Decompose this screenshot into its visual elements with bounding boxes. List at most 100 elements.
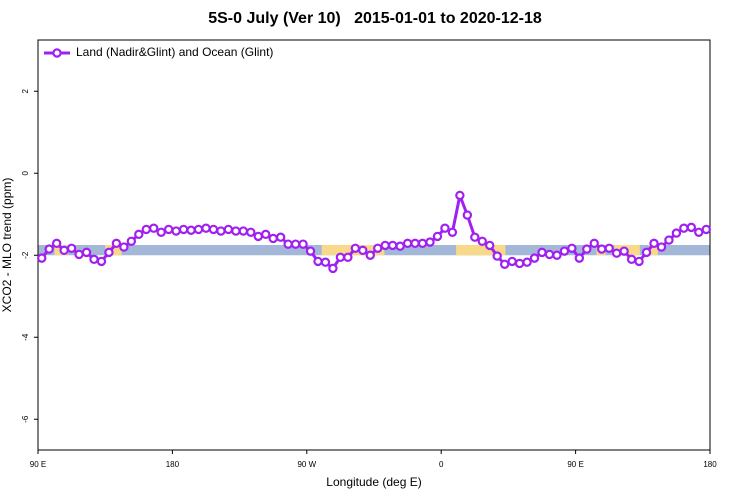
legend-marker	[52, 48, 62, 58]
series-point	[201, 223, 211, 233]
series-point	[529, 253, 540, 263]
series-point	[37, 253, 47, 263]
series-point	[141, 224, 151, 235]
series-point	[470, 232, 480, 242]
series-point	[290, 239, 301, 249]
series-point	[96, 256, 107, 267]
series-point	[425, 237, 435, 247]
series-point	[193, 224, 204, 235]
x-tick-label: 90 W	[297, 460, 316, 469]
series-point	[626, 254, 637, 265]
chart-title: 5S-0 July (Ver 10) 2015-01-01 to 2020-12…	[208, 10, 542, 27]
series-point	[514, 258, 525, 269]
series-point	[178, 224, 189, 235]
series-point	[462, 210, 473, 220]
land-segment	[648, 245, 658, 256]
series-point	[186, 225, 196, 235]
series-point	[559, 246, 570, 256]
series-point	[305, 246, 316, 256]
series-point	[567, 243, 577, 253]
series-point	[74, 249, 84, 260]
series-point	[604, 243, 614, 253]
series-point	[104, 247, 114, 258]
series-point	[589, 238, 599, 249]
series-point	[387, 240, 398, 251]
series-point	[171, 226, 181, 236]
series-point	[89, 254, 99, 265]
series-point	[537, 247, 547, 258]
series-point	[373, 243, 383, 253]
series-point	[238, 226, 249, 236]
series-point	[126, 236, 137, 247]
series-point	[417, 238, 428, 249]
y-tick-label: -2	[21, 251, 30, 259]
series-point	[611, 248, 622, 258]
series-point	[679, 223, 689, 233]
series-point	[664, 235, 674, 245]
y-tick-label: 2	[21, 88, 30, 93]
series-point	[492, 251, 502, 261]
series-point	[410, 238, 420, 249]
series-point	[253, 231, 263, 242]
series-point	[455, 190, 465, 201]
series-point	[499, 259, 510, 269]
y-axis-label: XCO2 - MLO trend (ppm)	[0, 178, 14, 313]
series-point	[671, 228, 682, 238]
series-point	[343, 252, 353, 262]
series-point	[231, 226, 241, 236]
series-point	[522, 257, 532, 267]
series-point	[656, 242, 667, 252]
series-point	[380, 240, 390, 251]
series-point	[507, 256, 517, 267]
series-point	[66, 243, 77, 253]
series-point	[485, 240, 495, 251]
series-point	[268, 233, 278, 244]
series-point	[44, 244, 54, 254]
series-point	[477, 236, 487, 247]
series-point	[246, 227, 256, 237]
series-point	[365, 250, 375, 260]
series-point	[634, 256, 644, 267]
series-point	[51, 238, 62, 249]
series-point	[544, 249, 555, 260]
series-point	[223, 224, 234, 235]
series-point	[156, 227, 166, 237]
series-point	[216, 226, 226, 236]
series-point	[641, 247, 652, 258]
series-point	[395, 241, 405, 251]
series-point	[358, 245, 368, 256]
series-point	[440, 223, 450, 233]
series-point	[432, 231, 443, 242]
series-point	[552, 250, 562, 260]
series-point	[81, 247, 92, 258]
series-point	[335, 252, 346, 262]
series-point	[208, 224, 219, 235]
series-point	[283, 239, 293, 249]
x-tick-label: 180	[703, 460, 717, 469]
series-point	[261, 229, 271, 240]
series-point	[694, 227, 704, 237]
series-point	[597, 244, 607, 254]
series-point	[686, 222, 697, 233]
series-point	[447, 227, 458, 237]
x-tick-label: 0	[439, 460, 444, 469]
y-tick-label: -6	[21, 415, 30, 423]
series-point	[59, 245, 69, 256]
series-point	[163, 224, 174, 235]
series-point	[402, 238, 413, 249]
series-point	[701, 224, 711, 235]
x-axis-label: Longitude (deg E)	[326, 475, 421, 489]
series-point	[111, 238, 122, 249]
x-tick-label: 90 E	[30, 460, 46, 469]
y-tick-label: -4	[21, 333, 30, 341]
series-point	[134, 229, 144, 240]
plot-frame	[37, 39, 711, 451]
series-point	[619, 246, 629, 256]
series-point	[582, 244, 592, 254]
x-tick-label: 180	[166, 460, 180, 469]
series-point	[320, 257, 331, 267]
series-point	[328, 263, 338, 274]
series-point	[574, 253, 585, 263]
y-tick-label: 0	[21, 170, 30, 175]
